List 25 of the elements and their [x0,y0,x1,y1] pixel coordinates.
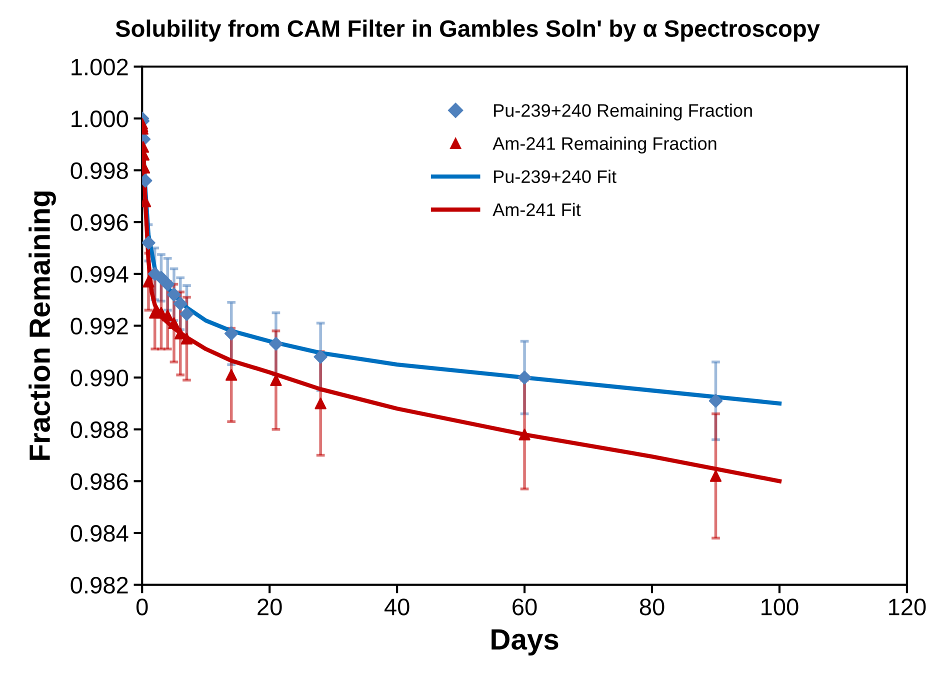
legend-label: Am-241 Fit [492,202,581,216]
x-tick-label: 120 [889,598,926,616]
y-tick-label: 0.982 [70,576,128,594]
x-tick-label: 80 [640,598,664,616]
y-axis-title: Fraction Remaining [28,192,56,460]
y-tick-label: 0.986 [70,473,128,490]
x-tick-label: 60 [512,598,537,616]
y-tick-label: 1.000 [72,110,128,128]
legend-label: Pu-239+240 Remaining Fraction [494,104,752,120]
legend-label: Am-241 Remaining Fraction [492,136,716,154]
y-tick-label: 0.996 [70,214,128,231]
y-tick-label: 0.984 [70,525,128,542]
y-tick-label: 0.990 [70,370,128,386]
x-tick-label: 20 [258,598,282,616]
x-tick-label: 0 [136,598,148,616]
y-tick-label: 0.992 [70,318,128,335]
y-tick-label: 0.998 [70,162,128,180]
legend-label: Pu-239+240 Fit [494,170,616,184]
x-tick-label: 40 [384,598,410,616]
x-axis-title: Days [492,629,558,656]
chart-title: Solubility from CAM Filter in Gambles Soln' by α Spectroscopy [116,20,820,42]
y-tick-label: 0.994 [70,266,128,283]
x-tick-label: 100 [762,598,798,616]
y-tick-label: 1.002 [72,58,128,76]
y-tick-label: 0.988 [70,421,128,438]
